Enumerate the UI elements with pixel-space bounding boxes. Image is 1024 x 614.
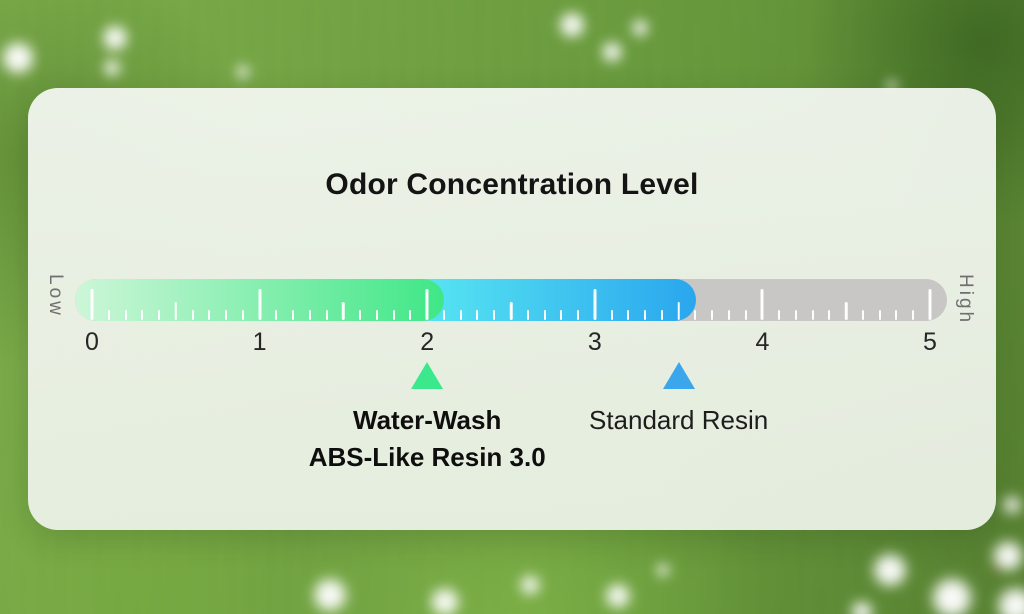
tick-label-5: 5	[923, 328, 937, 356]
minor-tick-mark	[409, 310, 412, 320]
minor-tick-mark	[191, 310, 194, 320]
minor-tick-mark	[208, 310, 211, 320]
tick-label-0: 0	[85, 328, 99, 356]
minor-tick-mark	[392, 310, 395, 320]
minor-tick-mark	[844, 302, 848, 320]
major-tick-mark	[90, 289, 94, 320]
marker-label-line: Water-Wash	[353, 405, 502, 435]
minor-tick-mark	[124, 310, 127, 320]
minor-tick-mark	[711, 310, 714, 320]
minor-tick-mark	[694, 310, 697, 320]
minor-tick-mark	[778, 310, 781, 320]
water-wash-abs-like-resin-label: Water-Wash ABS-Like Resin 3.0	[309, 402, 546, 476]
standard-resin-label: Standard Resin	[589, 402, 768, 439]
major-tick-mark	[425, 289, 429, 320]
marker-label-line: Standard Resin	[588, 405, 769, 435]
minor-tick-mark	[459, 310, 462, 320]
minor-tick-mark	[308, 310, 311, 320]
minor-tick-mark	[158, 310, 161, 320]
tick-label-4: 4	[755, 328, 770, 356]
standard-resin-marker-triangle	[662, 362, 695, 389]
minor-tick-mark	[476, 310, 479, 320]
minor-tick-mark	[241, 310, 244, 320]
minor-tick-mark	[526, 310, 529, 320]
chart-title: Odor Concentration Level	[325, 168, 699, 201]
tick-label-2: 2	[420, 328, 435, 356]
minor-tick-mark	[677, 302, 680, 320]
minor-tick-mark	[828, 310, 831, 320]
high-end-label: High	[955, 274, 976, 326]
minor-tick-mark	[727, 310, 730, 320]
major-tick-mark	[760, 289, 764, 320]
blue-mid-odor-segment	[410, 279, 696, 321]
minor-tick-mark	[292, 310, 295, 320]
minor-tick-mark	[509, 302, 513, 320]
minor-tick-mark	[627, 310, 630, 320]
minor-tick-mark	[878, 310, 881, 320]
minor-tick-mark	[811, 310, 814, 320]
tick-label-1: 1	[252, 328, 267, 356]
minor-tick-mark	[375, 310, 378, 320]
minor-tick-mark	[174, 302, 178, 320]
minor-tick-mark	[744, 310, 747, 320]
major-tick-mark	[258, 289, 262, 320]
minor-tick-mark	[442, 310, 445, 320]
minor-tick-mark	[141, 310, 144, 320]
minor-tick-mark	[107, 310, 110, 320]
low-end-label: Low	[45, 274, 66, 318]
water-wash-abs-like-resin-marker-triangle	[411, 362, 444, 389]
marker-label-line: ABS-Like Resin 3.0	[308, 442, 546, 472]
major-tick-mark	[593, 289, 597, 320]
minor-tick-mark	[325, 310, 328, 320]
minor-tick-mark	[577, 310, 580, 320]
minor-tick-mark	[912, 310, 915, 320]
minor-tick-mark	[610, 310, 613, 320]
odor-scale: Odor Concentration Level Low High 0 1 2 3 4 5…	[28, 88, 996, 530]
minor-tick-mark	[644, 310, 647, 320]
major-tick-mark	[928, 289, 932, 320]
minor-tick-mark	[342, 302, 345, 320]
minor-tick-mark	[660, 310, 663, 320]
minor-tick-mark	[225, 310, 228, 320]
infographic-card: Odor Concentration Level Low High 0 1 2 3 4 5…	[28, 88, 996, 530]
minor-tick-mark	[493, 310, 496, 320]
minor-tick-mark	[794, 310, 797, 320]
minor-tick-mark	[275, 310, 278, 320]
tick-marks	[28, 279, 996, 321]
minor-tick-mark	[560, 310, 563, 320]
minor-tick-mark	[861, 310, 864, 320]
minor-tick-mark	[359, 310, 362, 320]
minor-tick-mark	[895, 310, 898, 320]
tick-label-3: 3	[587, 328, 602, 356]
minor-tick-mark	[543, 310, 546, 320]
